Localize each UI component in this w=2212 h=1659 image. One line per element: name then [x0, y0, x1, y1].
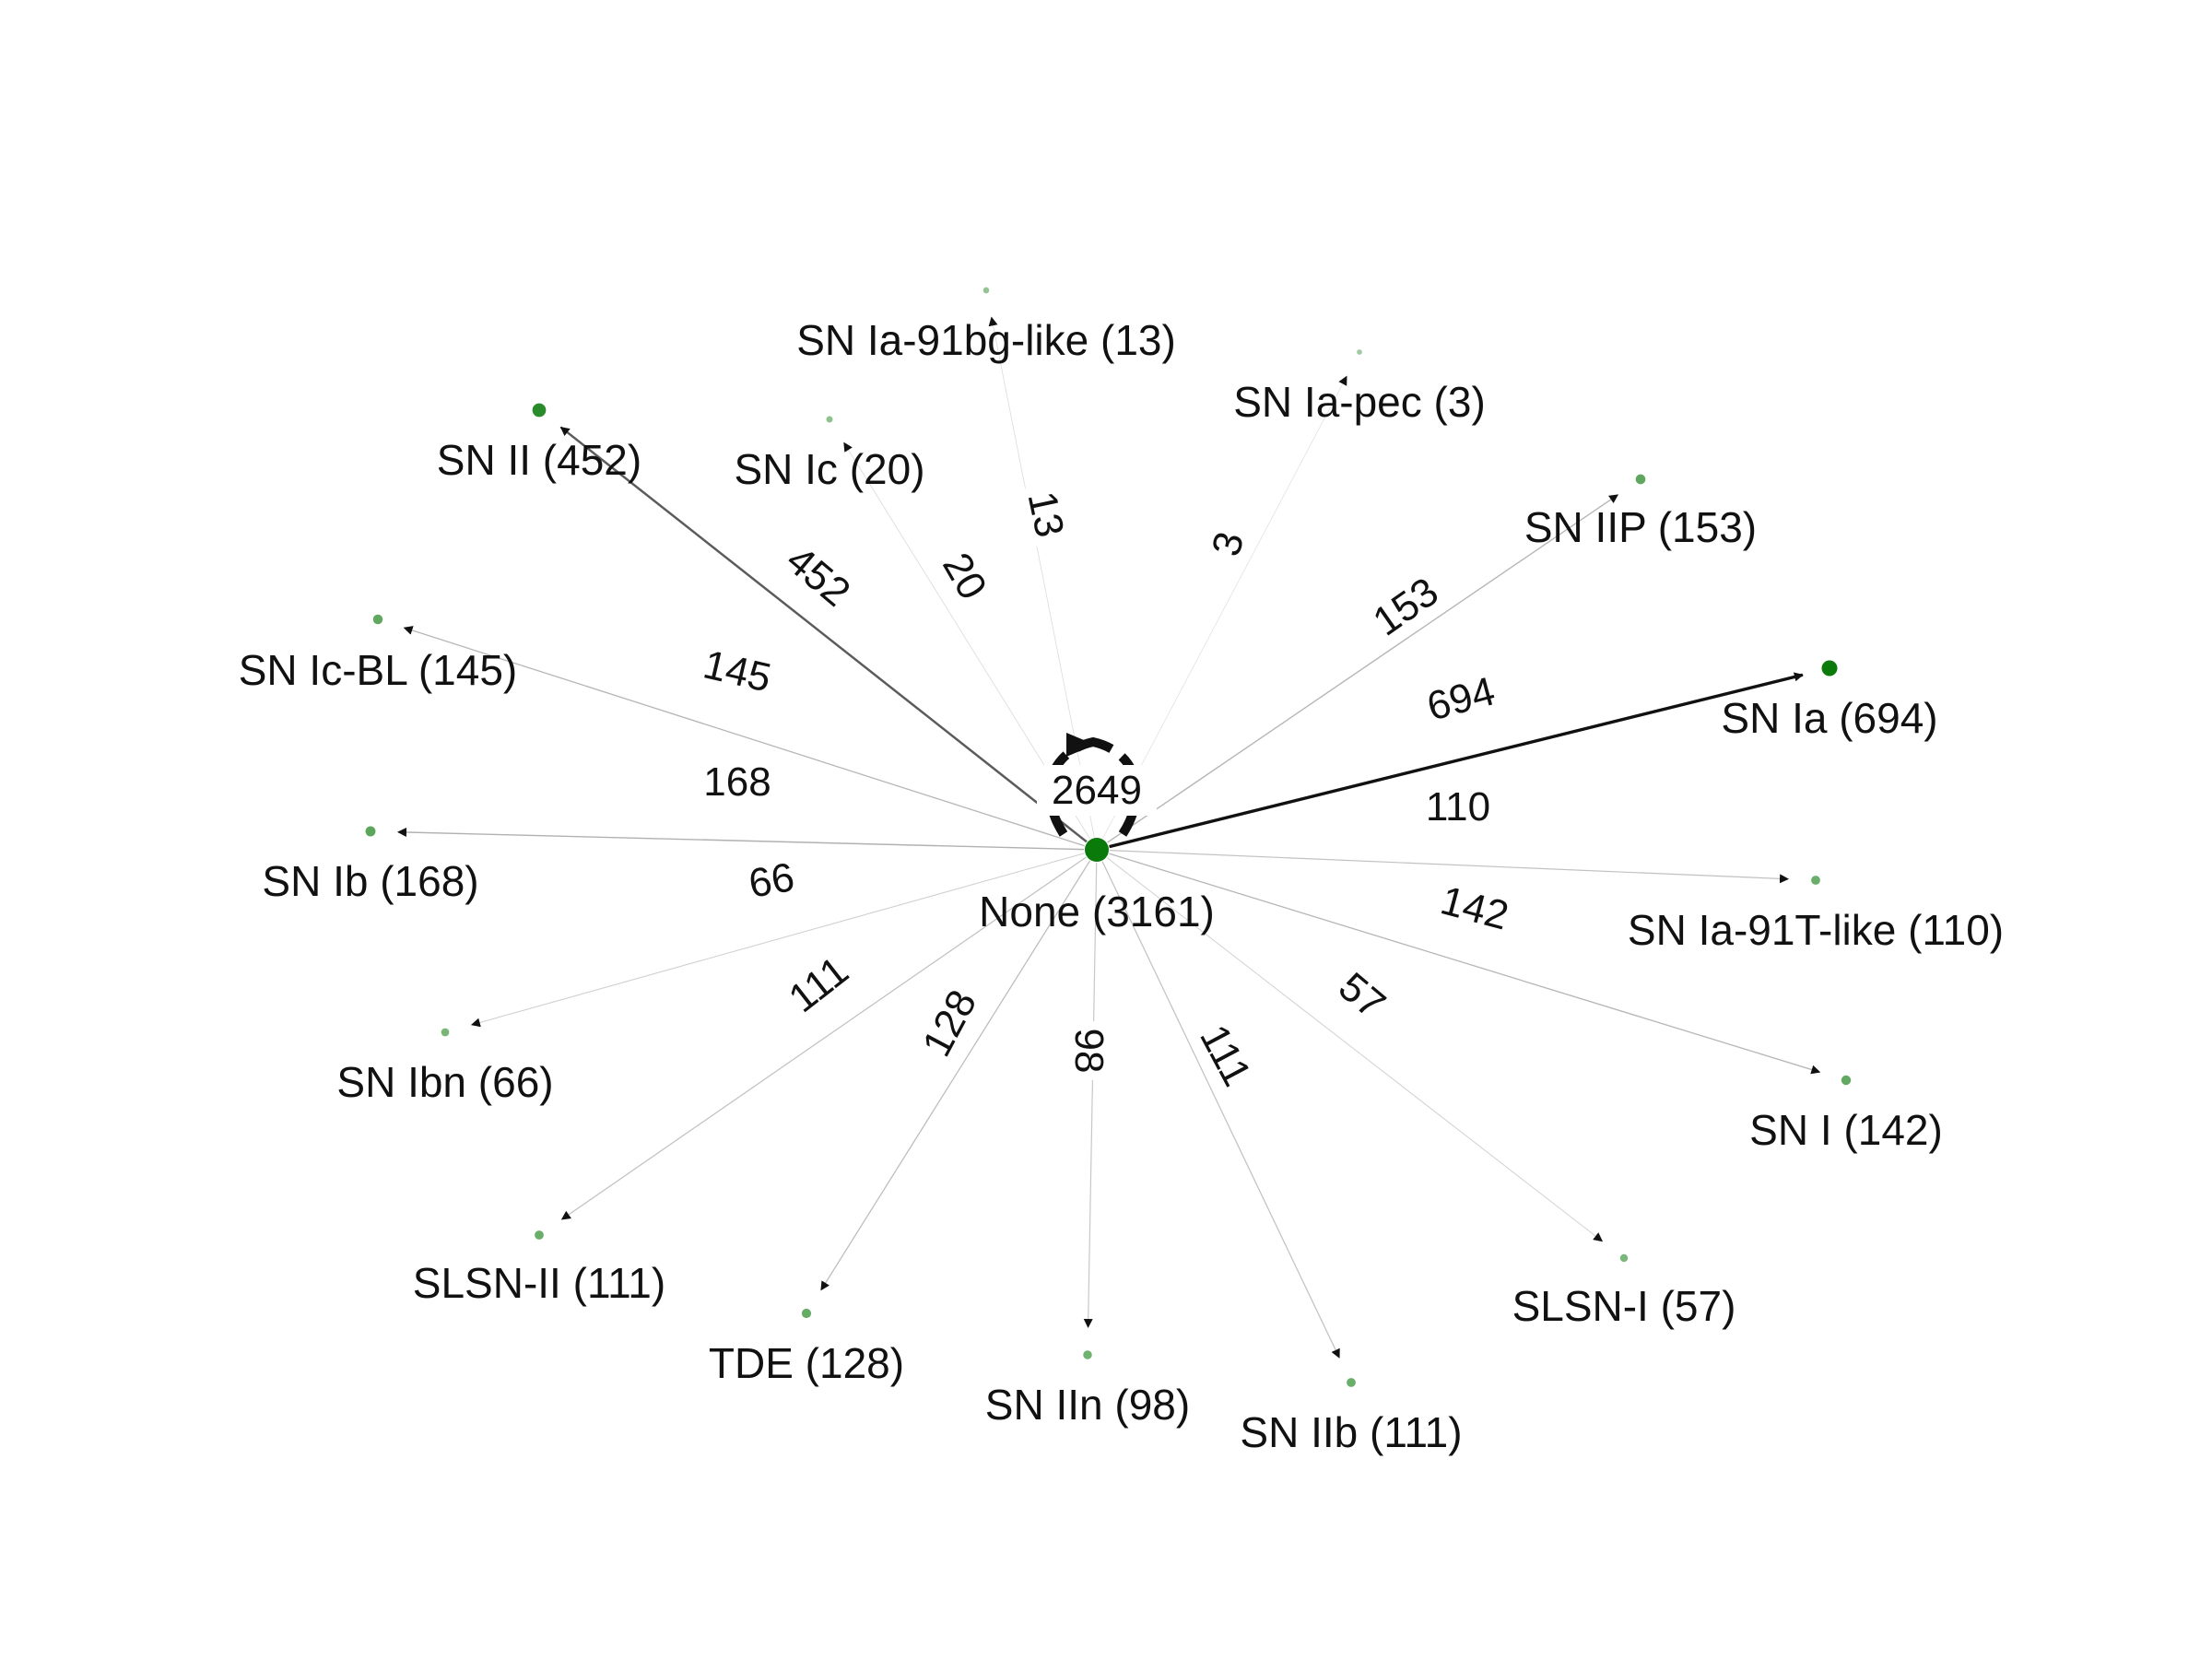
edge-count-text: 13 [1018, 488, 1072, 541]
edge-label-bg [1187, 1007, 1268, 1102]
node-sn-ia-91t-like [1811, 876, 1820, 885]
node-label-sn-ia-91t-like: SN Ia-91T-like (110) [1628, 906, 2004, 954]
node-sn-ic-bl [372, 614, 383, 625]
edge-label-bg [692, 636, 783, 702]
edge-label-sn-ib: 168 [697, 756, 778, 805]
edge-sn-ii [559, 426, 1088, 843]
edge-slsn-i [1106, 857, 1604, 1242]
self-loop-arrowhead [1066, 733, 1095, 757]
edge-label-bg [1197, 519, 1254, 568]
edge-label-bg [772, 530, 866, 619]
node-tde [801, 1308, 812, 1319]
edge-label-bg [1418, 781, 1499, 829]
node-label-sn-ia: SN Ia (694) [1721, 694, 1937, 742]
node-slsn-i [1619, 1253, 1629, 1263]
node-label-sn-ib: SN Ib (168) [262, 857, 478, 905]
edge-label-bg [931, 537, 1003, 613]
edge-label-sn-i: 142 [1430, 872, 1521, 940]
node-label-sn-i: SN I (142) [1749, 1106, 1943, 1154]
edges-layer [396, 316, 1821, 1359]
node-slsn-ii [535, 1230, 544, 1240]
node-sn-i [1841, 1075, 1852, 1086]
edge-label-sn-ic-bl: 145 [692, 636, 783, 702]
node-label-sn-ic: SN Ic (20) [734, 445, 924, 493]
node-label-sn-iin: SN IIn (98) [985, 1381, 1190, 1429]
edge-sn-ia-91t-like [1109, 849, 1790, 884]
edge-label-sn-iip: 153 [1357, 561, 1452, 648]
edge-sn-ia-91bg-like [988, 316, 1095, 838]
edge-label-bg [1430, 872, 1521, 940]
edge-count-text: 57 [1330, 964, 1394, 1028]
node-sn-ib [365, 826, 376, 837]
edge-sn-iin [1083, 862, 1098, 1329]
edge-label-slsn-i: 57 [1325, 956, 1402, 1031]
node-sn-iib [1347, 1378, 1356, 1387]
edge-label-bg [771, 938, 865, 1028]
center-node [1085, 838, 1109, 862]
edge-tde [820, 860, 1091, 1291]
edge-count-text: 110 [1426, 784, 1490, 830]
edge-label-bg [1325, 956, 1402, 1031]
edge-label-bg [697, 756, 778, 804]
edge-label-bg [1067, 1021, 1115, 1080]
edge-label-slsn-ii: 111 [771, 938, 865, 1028]
node-label-sn-ic-bl: SN Ic-BL (145) [239, 646, 518, 694]
edge-sn-ic-bl [403, 626, 1085, 847]
nodes-layer: None (3161) SN II (452) SN Ic (20) SN Ia-9… [239, 287, 2004, 1456]
self-loop-label: 2649 [1052, 768, 1142, 813]
edge-count-text: 98 [1066, 1029, 1112, 1074]
edge-sn-i [1109, 853, 1821, 1075]
node-label-sn-iib: SN IIb (111) [1240, 1408, 1462, 1456]
edge-label-bg [737, 849, 805, 908]
edge-label-sn-ia-91bg-like: 13 [1018, 479, 1078, 548]
edge-label-sn-ia: 694 [1415, 663, 1506, 731]
edge-count-text: 142 [1436, 877, 1513, 938]
node-sn-ia-91bg-like [982, 287, 990, 294]
edge-sn-ia [1109, 672, 1804, 849]
node-label-sn-ia-91bg-like: SN Ia-91bg-like (13) [796, 316, 1176, 364]
edge-sn-ib [396, 827, 1085, 851]
edge-count-text: 694 [1422, 668, 1500, 729]
node-label-sn-ibn: SN Ibn (66) [336, 1058, 553, 1106]
edge-label-bg [1018, 479, 1078, 548]
node-sn-ii [532, 403, 547, 418]
node-label-slsn-i: SLSN-I (57) [1512, 1282, 1736, 1330]
edge-label-tde: 128 [907, 975, 988, 1070]
edge-sn-ibn [470, 853, 1085, 1028]
center-node-label: None (3161) [979, 888, 1215, 935]
node-sn-iin [1083, 1350, 1092, 1359]
node-label-sn-iip: SN IIP (153) [1524, 503, 1757, 551]
node-label-sn-ia-pec: SN Ia-pec (3) [1233, 378, 1486, 426]
node-label-tde: TDE (128) [709, 1339, 904, 1387]
edge-label-bg [907, 975, 988, 1070]
edge-labels-layer: 452 2013315369411014257111981281116616814… [692, 479, 1521, 1102]
edge-label-sn-iin: 98 [1066, 1021, 1115, 1080]
edge-count-text: 66 [746, 854, 798, 907]
edge-label-sn-ic: 20 [931, 537, 1003, 613]
edge-label-sn-ibn: 66 [737, 849, 805, 908]
edge-sn-iip [1107, 494, 1619, 843]
node-sn-ibn [441, 1028, 450, 1037]
node-sn-iip [1635, 474, 1646, 485]
node-sn-ic [826, 416, 833, 423]
node-label-sn-ii: SN II (452) [437, 436, 641, 484]
self-loop-edge: 2649 [1037, 733, 1157, 837]
edge-count-text: 168 [703, 759, 771, 805]
edge-sn-iib [1101, 861, 1340, 1359]
edge-label-sn-iib: 111 [1187, 1007, 1268, 1102]
edge-label-sn-ia-91t-like: 110 [1418, 781, 1499, 830]
edge-label-bg [1415, 663, 1506, 731]
edge-label-sn-ia-pec: 3 [1197, 519, 1254, 568]
node-sn-ia [1821, 660, 1838, 677]
self-loop-label-bg [1037, 765, 1157, 816]
edge-sn-ia-pec [1102, 375, 1347, 839]
node-label-slsn-ii: SLSN-II (111) [413, 1259, 665, 1307]
node-sn-ia-pec [1357, 349, 1362, 355]
edge-slsn-ii [560, 856, 1087, 1220]
edge-label-bg [1357, 561, 1452, 648]
